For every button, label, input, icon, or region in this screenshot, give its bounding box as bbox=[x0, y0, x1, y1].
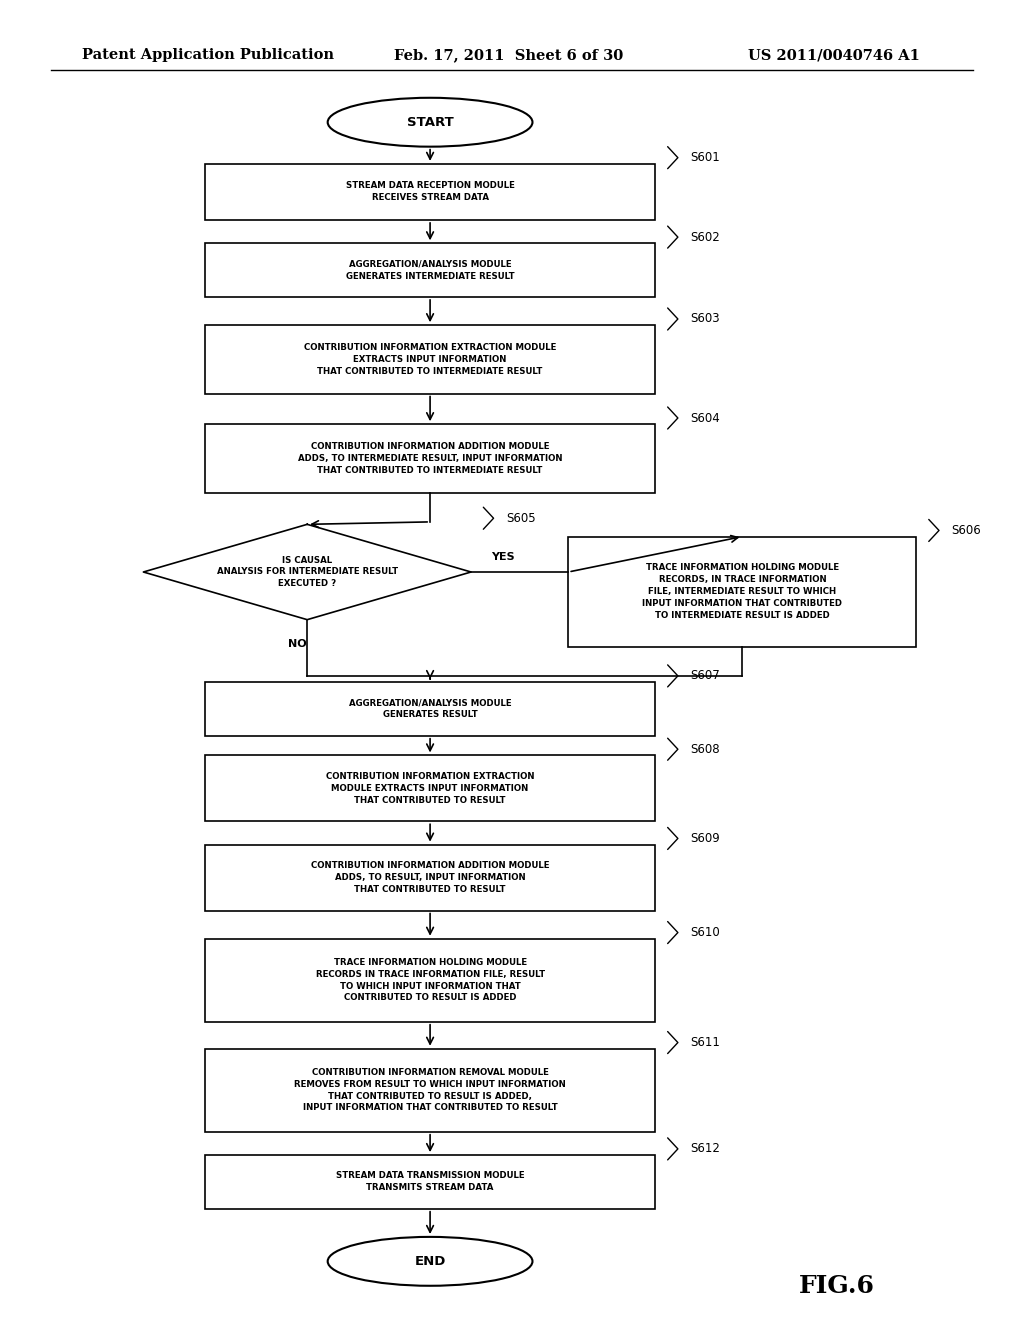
Text: AGGREGATION/ANALYSIS MODULE
GENERATES INTERMEDIATE RESULT: AGGREGATION/ANALYSIS MODULE GENERATES IN… bbox=[346, 260, 514, 281]
Text: S607: S607 bbox=[690, 669, 720, 682]
FancyBboxPatch shape bbox=[205, 682, 655, 735]
FancyBboxPatch shape bbox=[205, 1155, 655, 1209]
Text: S602: S602 bbox=[690, 231, 720, 244]
Text: YES: YES bbox=[492, 552, 515, 562]
Text: CONTRIBUTION INFORMATION REMOVAL MODULE
REMOVES FROM RESULT TO WHICH INPUT INFOR: CONTRIBUTION INFORMATION REMOVAL MODULE … bbox=[294, 1068, 566, 1113]
Text: TRACE INFORMATION HOLDING MODULE
RECORDS, IN TRACE INFORMATION
FILE, INTERMEDIAT: TRACE INFORMATION HOLDING MODULE RECORDS… bbox=[642, 564, 843, 619]
Text: NO: NO bbox=[288, 639, 306, 649]
Text: S605: S605 bbox=[506, 512, 536, 525]
Text: S604: S604 bbox=[690, 412, 720, 425]
FancyBboxPatch shape bbox=[568, 536, 916, 647]
FancyBboxPatch shape bbox=[205, 424, 655, 492]
Text: FIG.6: FIG.6 bbox=[799, 1274, 874, 1298]
Text: STREAM DATA RECEPTION MODULE
RECEIVES STREAM DATA: STREAM DATA RECEPTION MODULE RECEIVES ST… bbox=[346, 181, 514, 202]
Text: Feb. 17, 2011  Sheet 6 of 30: Feb. 17, 2011 Sheet 6 of 30 bbox=[394, 49, 624, 62]
Text: END: END bbox=[415, 1255, 445, 1267]
Text: START: START bbox=[407, 116, 454, 129]
Text: Patent Application Publication: Patent Application Publication bbox=[82, 49, 334, 62]
Text: S612: S612 bbox=[690, 1142, 720, 1155]
Text: CONTRIBUTION INFORMATION ADDITION MODULE
ADDS, TO INTERMEDIATE RESULT, INPUT INF: CONTRIBUTION INFORMATION ADDITION MODULE… bbox=[298, 442, 562, 475]
Polygon shape bbox=[143, 524, 471, 619]
Text: STREAM DATA TRANSMISSION MODULE
TRANSMITS STREAM DATA: STREAM DATA TRANSMISSION MODULE TRANSMIT… bbox=[336, 1171, 524, 1192]
Text: CONTRIBUTION INFORMATION ADDITION MODULE
ADDS, TO RESULT, INPUT INFORMATION
THAT: CONTRIBUTION INFORMATION ADDITION MODULE… bbox=[311, 861, 549, 894]
Text: S611: S611 bbox=[690, 1036, 720, 1049]
FancyBboxPatch shape bbox=[205, 325, 655, 393]
FancyBboxPatch shape bbox=[205, 755, 655, 821]
Text: S610: S610 bbox=[690, 927, 720, 939]
Text: S609: S609 bbox=[690, 832, 720, 845]
Text: AGGREGATION/ANALYSIS MODULE
GENERATES RESULT: AGGREGATION/ANALYSIS MODULE GENERATES RE… bbox=[349, 698, 511, 719]
Text: S601: S601 bbox=[690, 152, 720, 164]
Ellipse shape bbox=[328, 98, 532, 147]
Text: S606: S606 bbox=[951, 524, 981, 537]
Text: IS CAUSAL
ANALYSIS FOR INTERMEDIATE RESULT
EXECUTED ?: IS CAUSAL ANALYSIS FOR INTERMEDIATE RESU… bbox=[217, 556, 397, 589]
Text: TRACE INFORMATION HOLDING MODULE
RECORDS IN TRACE INFORMATION FILE, RESULT
TO WH: TRACE INFORMATION HOLDING MODULE RECORDS… bbox=[315, 958, 545, 1002]
Text: S608: S608 bbox=[690, 743, 720, 756]
Text: US 2011/0040746 A1: US 2011/0040746 A1 bbox=[748, 49, 920, 62]
FancyBboxPatch shape bbox=[205, 939, 655, 1022]
Text: CONTRIBUTION INFORMATION EXTRACTION MODULE
EXTRACTS INPUT INFORMATION
THAT CONTR: CONTRIBUTION INFORMATION EXTRACTION MODU… bbox=[304, 343, 556, 376]
FancyBboxPatch shape bbox=[205, 243, 655, 297]
FancyBboxPatch shape bbox=[205, 1048, 655, 1131]
Text: S603: S603 bbox=[690, 313, 720, 326]
Ellipse shape bbox=[328, 1237, 532, 1286]
FancyBboxPatch shape bbox=[205, 164, 655, 220]
FancyBboxPatch shape bbox=[205, 845, 655, 911]
Text: CONTRIBUTION INFORMATION EXTRACTION
MODULE EXTRACTS INPUT INFORMATION
THAT CONTR: CONTRIBUTION INFORMATION EXTRACTION MODU… bbox=[326, 772, 535, 805]
